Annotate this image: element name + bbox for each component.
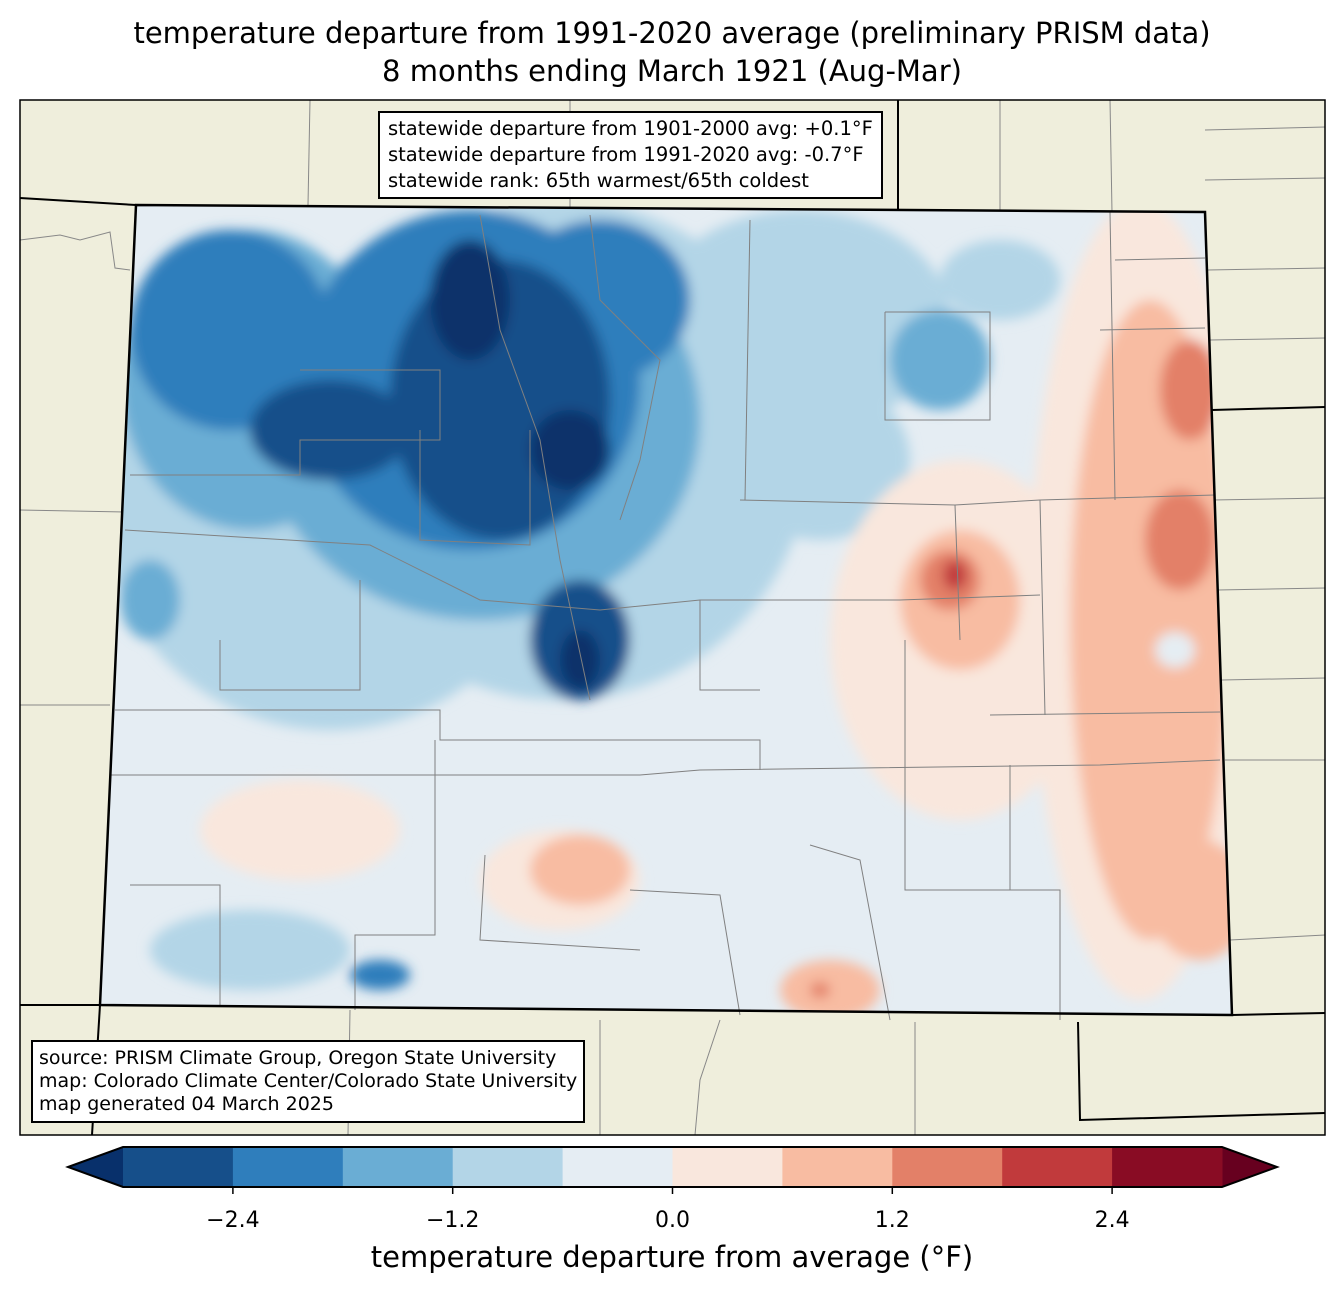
colorbar-bin (232, 1147, 344, 1187)
colorbar-tick-label: −1.2 (425, 1208, 480, 1233)
colorbar-bin (342, 1147, 454, 1187)
source-line: source: PRISM Climate Group, Oregon Stat… (39, 1047, 557, 1069)
colorbar-bin (452, 1147, 564, 1187)
colorbar-bin (782, 1147, 893, 1187)
colorbar-extend-high (1222, 1147, 1277, 1187)
colorbar-tick-label: −2.4 (206, 1208, 260, 1233)
colorbar-bin (672, 1147, 783, 1187)
colorbar-outline (65, 1146, 1280, 1188)
stat-1901-2000: statewide departure from 1901-2000 avg: … (388, 117, 873, 140)
source-box: source: PRISM Climate Group, Oregon Stat… (31, 1040, 586, 1123)
map-frame (19, 99, 1326, 1136)
colorado-temperature-field (100, 205, 1232, 1015)
map-title-line2: 8 months ending March 1921 (Aug-Mar) (382, 54, 962, 88)
colorbar-bin (1002, 1147, 1113, 1187)
county-borders (110, 211, 1221, 1021)
generated-date-line: map generated 04 March 2025 (39, 1093, 334, 1115)
colorbar-extend-low (68, 1147, 123, 1187)
colorbar-tick-label: 2.4 (1094, 1208, 1130, 1233)
statewide-stats-box: statewide departure from 1901-2000 avg: … (378, 111, 883, 199)
neighbor-state-borders (19, 100, 1326, 1136)
colorbar-tick-label: 0.0 (655, 1208, 690, 1233)
map-title-line1: temperature departure from 1991-2020 ave… (133, 16, 1211, 50)
colorbar-bin (123, 1147, 234, 1187)
stat-rank: statewide rank: 65th warmest/65th coldes… (388, 169, 809, 192)
colorbar-bin (892, 1147, 1003, 1187)
colorbar-tick-label: 1.2 (874, 1208, 910, 1233)
colorbar-label: temperature departure from average (°F) (370, 1240, 974, 1274)
map-credit-line: map: Colorado Climate Center/Colorado St… (39, 1070, 578, 1092)
stat-1991-2020: statewide departure from 1991-2020 avg: … (388, 143, 864, 166)
colorbar (65, 1146, 1280, 1194)
colorbar-bin (562, 1147, 673, 1187)
colorado-state-border (98, 203, 1234, 1017)
colorbar-bin (1112, 1147, 1223, 1187)
